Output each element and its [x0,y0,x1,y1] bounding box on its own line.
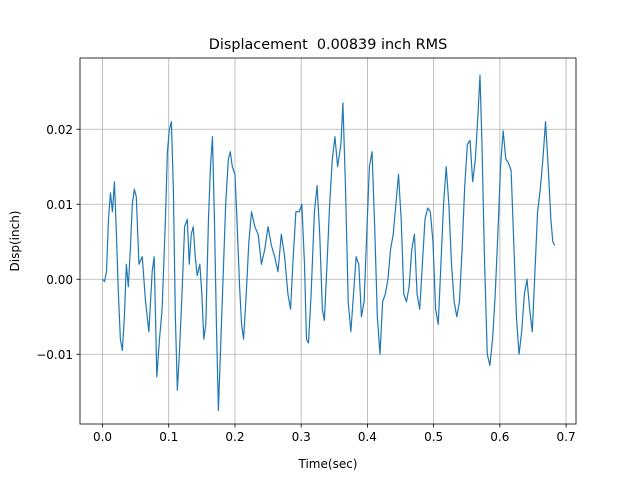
x-tick-label: 0.7 [557,430,576,444]
grid [80,58,576,424]
x-tick-label: 0.2 [225,430,244,444]
data-line [102,74,556,412]
y-tick-label: 0.02 [46,123,73,137]
y-axis-label: Disp(inch) [8,211,22,272]
x-tick-label: 0.0 [93,430,112,444]
chart-title: Displacement 0.00839 inch RMS [209,37,447,53]
x-tick-label: 0.5 [424,430,443,444]
y-tick-label: −0.01 [36,348,73,362]
axes-frame [79,57,577,425]
x-axis-label: Time(sec) [298,457,358,471]
x-tick-label: 0.1 [159,430,178,444]
x-tick-label: 0.6 [490,430,509,444]
y-tick-label: 0.01 [46,198,73,212]
plot-area [102,74,556,412]
x-tick-label: 0.4 [358,430,377,444]
x-tick-label: 0.3 [292,430,311,444]
y-tick-label: 0.00 [46,273,73,287]
